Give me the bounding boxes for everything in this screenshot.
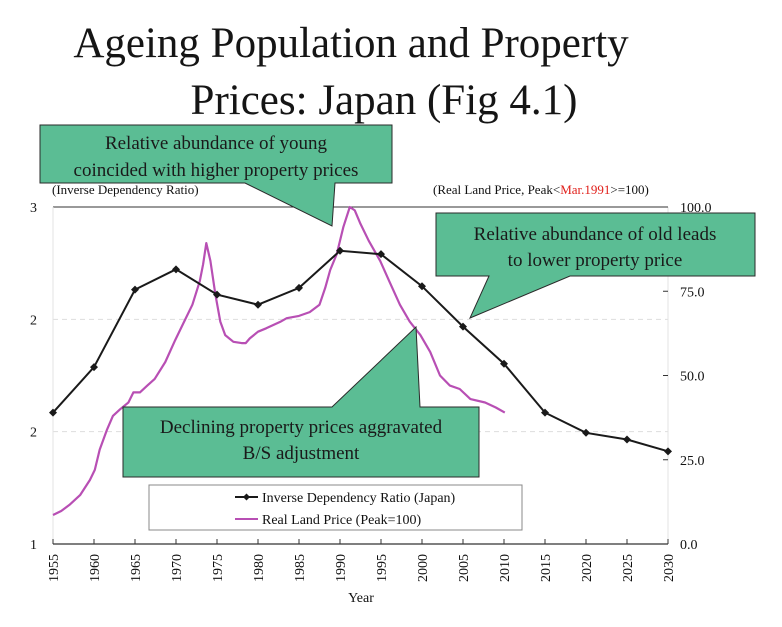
right-tick-label: 50.0 (680, 370, 705, 385)
dependency-ratio-point (623, 435, 631, 444)
callout-old-bubble (435, 212, 756, 319)
legend-label-dependency: Inverse Dependency Ratio (Japan) (262, 491, 456, 506)
right-axis-title-highlight: Mar.1991 (560, 182, 610, 197)
callout-young-line-1: Relative abundance of young (105, 133, 328, 154)
x-axis-title: Year (348, 591, 374, 606)
x-tick-label: 1990 (334, 554, 349, 582)
right-tick-label: 75.0 (680, 285, 705, 300)
dependency-ratio-point (664, 447, 672, 456)
left-tick-label: 2 (30, 313, 37, 328)
dependency-ratio-point (459, 322, 467, 331)
legend: Inverse Dependency Ratio (Japan) Real La… (148, 484, 523, 531)
left-tick-label: 2 (30, 426, 37, 441)
dependency-ratio-point (49, 408, 57, 417)
dependency-ratio-point (90, 363, 98, 372)
dependency-ratio-point (254, 300, 262, 309)
x-tick-label: 1955 (47, 554, 62, 582)
dependency-ratio-point (500, 359, 508, 368)
callout-declining-bubble (122, 325, 480, 478)
dependency-ratio-point (172, 265, 180, 274)
x-tick-label: 1970 (170, 554, 185, 582)
page-title-line-2: Prices: Japan (Fig 4.1) (190, 77, 578, 124)
callout-old-line-1: Relative abundance of old leads (474, 224, 717, 245)
right-tick-label: 0.0 (680, 538, 698, 553)
left-axis-title: (Inverse Dependency Ratio) (52, 182, 199, 197)
callout-young-bubble (39, 124, 393, 227)
x-tick-label: 2025 (621, 554, 636, 582)
left-tick-label: 3 (30, 201, 37, 216)
x-tick-label: 1980 (252, 554, 267, 582)
x-tick-label: 1975 (211, 554, 226, 582)
x-tick-label: 1985 (293, 554, 308, 582)
dependency-ratio-point (541, 408, 549, 417)
x-tick-label: 1965 (129, 554, 144, 582)
x-tick-label: 2020 (580, 554, 595, 582)
dependency-ratio-point (213, 290, 221, 299)
x-tick-label: 2010 (498, 554, 513, 582)
x-tick-label: 1960 (88, 554, 103, 582)
land-price-line (52, 205, 506, 516)
right-axis-title-prefix: (Real Land Price, Peak< (433, 182, 560, 197)
dependency-ratio-point (131, 285, 139, 294)
page-title-line-1: Ageing Population and Property (73, 20, 629, 67)
left-axis-ticks: 3 2 2 1 (30, 201, 37, 553)
right-tick-label: 25.0 (680, 454, 705, 469)
callout-declining-line-1: Declining property prices aggravated (160, 417, 443, 438)
series-real-land-price (52, 205, 506, 516)
right-axis-ticks: 100.0 75.0 50.0 25.0 0.0 (663, 201, 712, 553)
x-axis-ticks: 1955 1960 1965 1970 1975 1980 1985 1990 1995 2000… (47, 539, 677, 582)
right-axis-title: (Real Land Price, Peak<Mar.1991>=100) (433, 182, 649, 197)
callout-young-line-2: coincided with higher property prices (74, 160, 359, 181)
legend-box (148, 484, 523, 531)
callout-old: Relative abundance of old leads to lower… (435, 212, 756, 319)
x-tick-label: 1995 (375, 554, 390, 582)
legend-marker-diamond-icon (243, 493, 250, 501)
x-tick-label: 2015 (539, 554, 554, 582)
legend-label-land-price: Real Land Price (Peak=100) (262, 513, 421, 528)
x-tick-label: 2005 (457, 554, 472, 582)
x-tick-label: 2000 (416, 554, 431, 582)
dependency-ratio-point (377, 250, 385, 259)
right-axis-title-suffix: >=100) (610, 182, 649, 197)
callout-declining-line-2: B/S adjustment (243, 443, 360, 464)
callout-young: Relative abundance of young coincided wi… (39, 124, 393, 227)
dependency-ratio-point (336, 246, 344, 255)
series-inverse-dependency-ratio (49, 246, 672, 456)
callout-declining: Declining property prices aggravated B/S… (122, 325, 480, 478)
right-tick-label: 100.0 (680, 201, 712, 216)
dependency-ratio-point (295, 283, 303, 292)
left-tick-label: 1 (30, 538, 37, 553)
dependency-ratio-line (52, 249, 669, 453)
x-tick-label: 2030 (662, 554, 677, 582)
dependency-ratio-point (418, 282, 426, 291)
dependency-ratio-point (582, 428, 590, 437)
callout-old-line-2: to lower property price (508, 250, 683, 271)
